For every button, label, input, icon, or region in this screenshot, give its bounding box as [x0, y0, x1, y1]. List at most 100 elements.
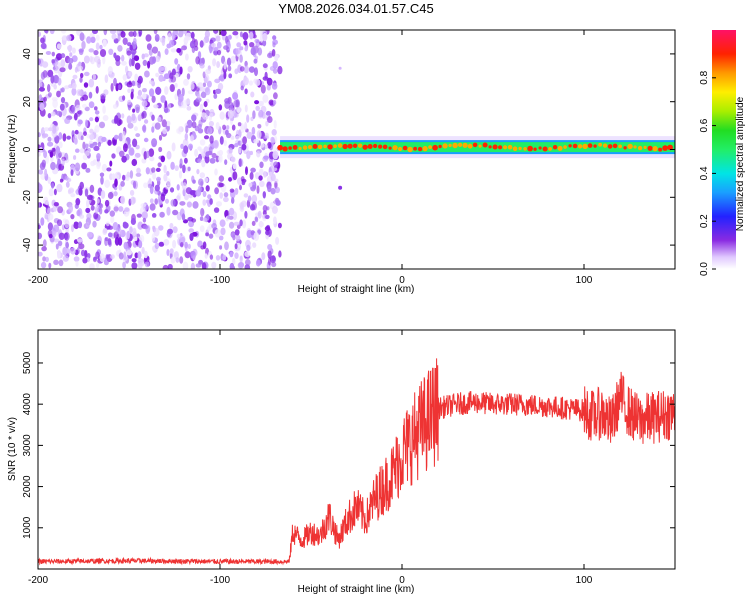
noise-cell	[144, 261, 150, 268]
noise-cell	[147, 183, 152, 189]
noise-cell	[179, 201, 186, 206]
noise-cell	[92, 30, 98, 34]
noise-cell	[135, 172, 142, 177]
noise-cell	[104, 74, 109, 83]
band-peak	[362, 144, 368, 150]
noise-cell	[229, 262, 235, 269]
noise-cell	[238, 147, 242, 154]
noise-cell	[160, 193, 166, 202]
noise-cell	[45, 201, 49, 206]
noise-cell	[220, 227, 226, 236]
noise-cell	[82, 103, 87, 109]
noise-cell	[258, 100, 264, 107]
noise-cell	[260, 84, 266, 94]
noise-cell	[56, 183, 63, 193]
noise-cell	[54, 61, 61, 70]
noise-cell	[199, 225, 205, 233]
noise-cell	[85, 167, 91, 173]
noise-cell	[103, 30, 108, 36]
noise-cell	[44, 168, 48, 177]
noise-cell	[207, 126, 213, 135]
noise-cell	[61, 34, 68, 41]
noise-cell	[216, 61, 221, 68]
noise-cell	[272, 167, 278, 172]
noise-cell	[263, 170, 267, 178]
noise-cell	[98, 121, 106, 129]
noise-cell	[239, 66, 245, 72]
noise-cell	[94, 110, 100, 115]
noise-cell	[244, 60, 248, 68]
noise-cell	[174, 93, 178, 101]
noise-cell	[256, 130, 262, 139]
noise-cell	[96, 160, 101, 170]
noise-cell	[52, 99, 58, 109]
noise-cell	[42, 133, 49, 138]
noise-cell	[171, 142, 176, 152]
noise-cell	[227, 34, 232, 40]
noise-cell	[142, 59, 148, 66]
noise-cell	[53, 84, 57, 90]
noise-cell	[109, 210, 116, 217]
noise-cell	[161, 38, 166, 46]
noise-cell	[204, 253, 208, 259]
band-peak	[552, 145, 558, 150]
noise-cell	[184, 35, 190, 41]
noise-cell	[56, 219, 63, 227]
noise-cell	[89, 184, 95, 193]
noise-cell	[236, 42, 242, 48]
noise-cell	[149, 156, 155, 162]
noise-cell	[99, 172, 105, 178]
noise-cell	[190, 31, 195, 39]
noise-cell	[262, 63, 268, 69]
noise-cell	[73, 155, 77, 160]
noise-cell	[149, 80, 154, 85]
noise-cell	[56, 43, 62, 50]
noise-cell	[38, 202, 41, 208]
noise-cell	[267, 52, 273, 59]
noise-cell	[137, 114, 142, 122]
band-middle	[280, 142, 675, 153]
noise-cell	[182, 164, 186, 174]
noise-cell	[123, 251, 127, 260]
noise-cell	[180, 143, 185, 149]
noise-cell	[192, 201, 199, 209]
noise-cell	[208, 233, 214, 239]
noise-cell	[199, 216, 204, 221]
noise-cell	[133, 126, 138, 132]
noise-cell	[95, 251, 100, 259]
noise-cell	[81, 162, 87, 170]
noise-cell	[200, 112, 207, 118]
noise-cell	[55, 110, 63, 116]
noise-cell	[177, 125, 182, 135]
noise-cell	[217, 82, 224, 91]
noise-cell	[187, 166, 191, 172]
noise-cell	[69, 52, 73, 57]
noise-cell	[52, 124, 57, 134]
noise-cell	[216, 150, 220, 157]
noise-cell	[111, 153, 116, 159]
band-peak	[432, 144, 438, 151]
noise-cell	[195, 97, 202, 103]
noise-cell	[196, 93, 201, 99]
noise-cell	[246, 244, 251, 252]
noise-cell	[191, 121, 197, 129]
noise-cell	[158, 241, 165, 247]
noise-cell	[170, 161, 175, 170]
noise-cell	[49, 30, 55, 35]
band-peak	[612, 143, 618, 149]
noise-cell	[244, 104, 248, 113]
noise-cell	[143, 137, 149, 143]
noise-cell	[40, 71, 46, 80]
noise-cell	[228, 207, 235, 216]
noise-cell	[75, 148, 80, 153]
noise-cell	[107, 191, 114, 200]
noise-cell	[161, 119, 167, 128]
noise-cell	[158, 146, 163, 153]
noise-cell	[187, 243, 191, 249]
noise-cell	[38, 232, 43, 240]
noise-cell	[228, 147, 233, 154]
noise-cell	[110, 82, 114, 92]
band-peak	[607, 144, 613, 149]
noise-cell	[79, 181, 84, 190]
noise-cell	[275, 199, 281, 206]
